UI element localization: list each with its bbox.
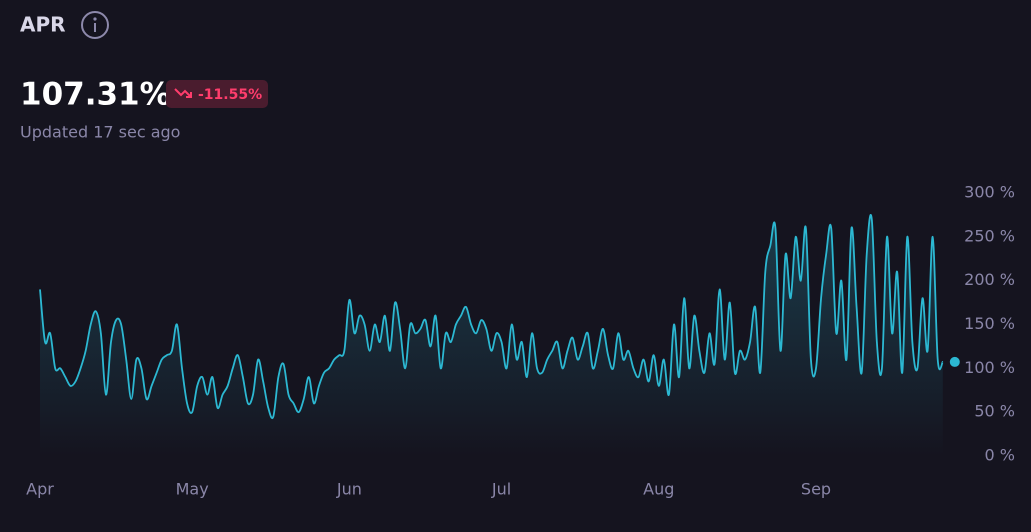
title: APR [20,13,66,37]
trend-icon-head [186,92,192,98]
trend-icon [174,88,192,98]
y-tick-label: 0 % [985,446,1015,465]
x-tick-label: Aug [643,480,674,499]
y-tick-label: 250 % [964,226,1015,245]
change-value: -11.55% [198,87,262,103]
info-icon[interactable] [81,11,109,39]
x-tick-label: Jul [491,480,511,499]
current-value: 107.31% [20,77,171,113]
y-tick-label: 150 % [964,314,1015,333]
y-tick-label: 300 % [964,183,1015,202]
end-point [949,356,960,367]
y-tick-label: 100 % [964,358,1015,377]
x-tick-label: Jun [336,480,362,499]
x-tick-label: May [176,480,209,499]
line [39,213,944,420]
updated-time: Updated 17 sec ago [20,123,180,142]
x-tick-label: Sep [801,480,831,499]
y-tick-label: 50 % [974,402,1015,421]
x-tick-label: Apr [26,480,54,499]
change-badge [166,80,268,108]
y-tick-label: 200 % [964,270,1015,289]
